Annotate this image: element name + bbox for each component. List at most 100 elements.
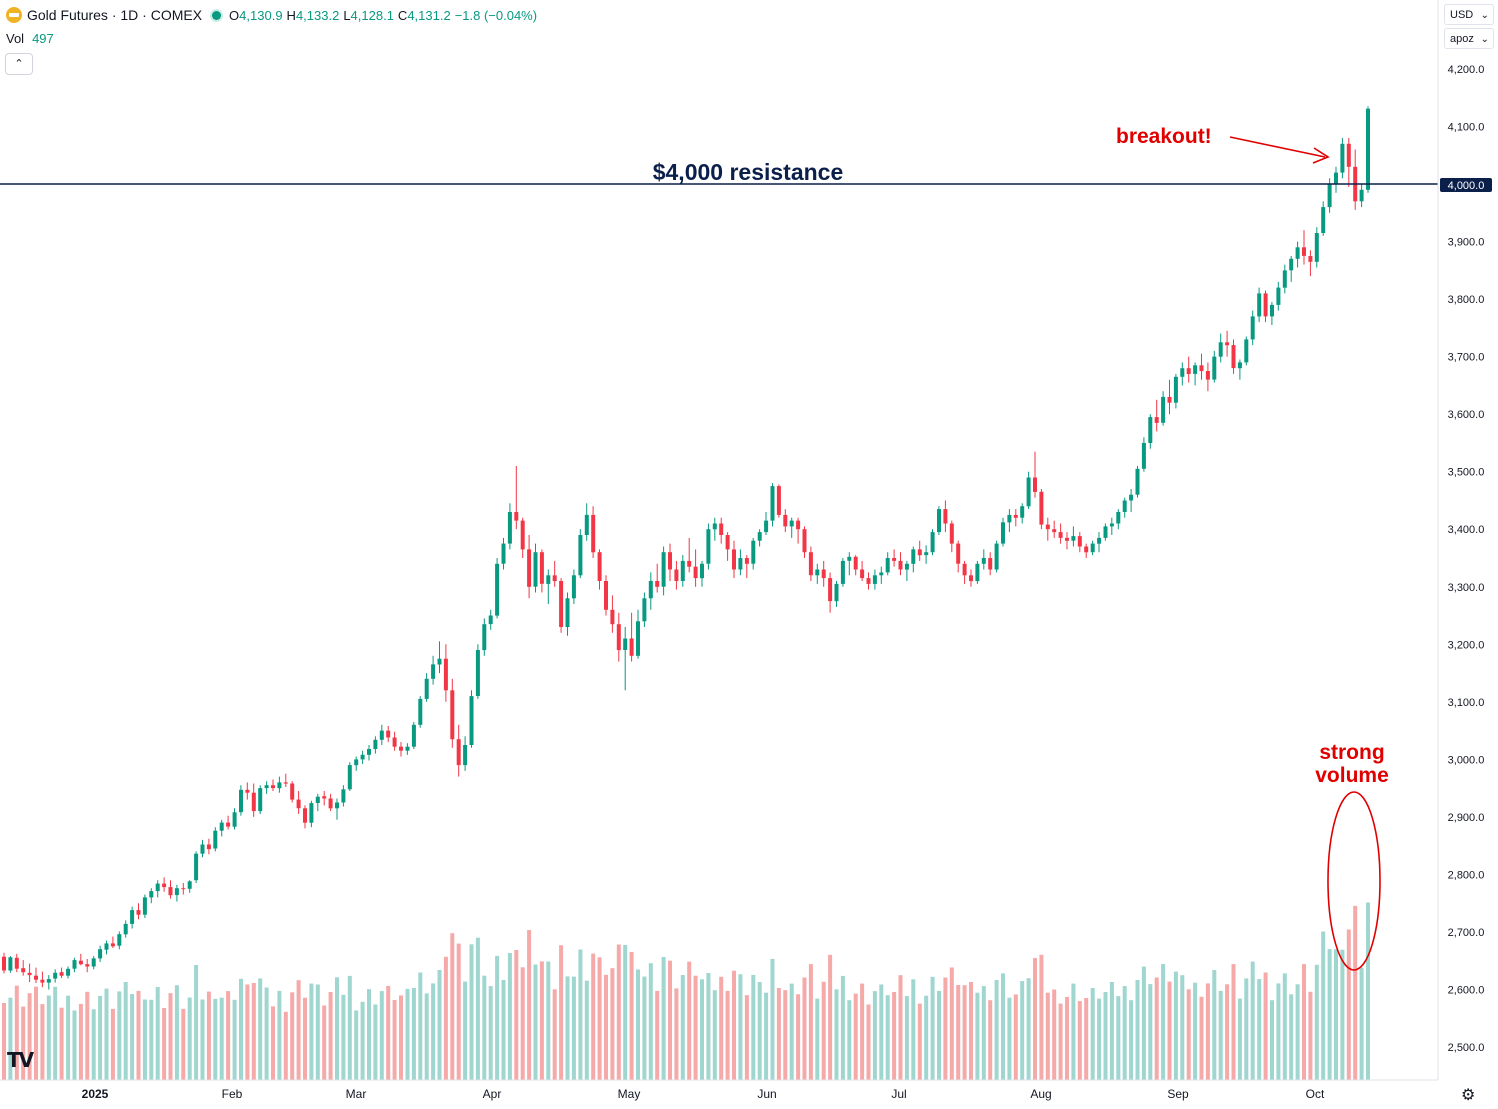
- volume-bar: [1065, 997, 1069, 1080]
- volume-bar: [418, 972, 423, 1080]
- volume-bar: [1001, 973, 1005, 1080]
- time-tick-label: Aug: [1030, 1087, 1051, 1101]
- volume-bar: [53, 986, 58, 1080]
- candle-body: [1276, 287, 1281, 305]
- candle-body: [738, 558, 743, 570]
- volume-bar: [892, 992, 897, 1080]
- volume-bar: [245, 984, 250, 1080]
- volume-bar: [360, 1001, 365, 1080]
- price-tick-label: 2,500.0: [1448, 1042, 1485, 1054]
- price-tick-label: 3,500.0: [1448, 467, 1485, 479]
- candle-body: [520, 520, 525, 550]
- volume-bar: [1173, 971, 1178, 1080]
- volume-bar: [815, 998, 820, 1080]
- currency-selector[interactable]: USD ⌄: [1444, 4, 1494, 25]
- candle-body: [40, 979, 45, 983]
- candle-body: [424, 678, 429, 699]
- candle-body: [277, 782, 282, 789]
- candle-body: [751, 540, 756, 564]
- candle-body: [712, 523, 717, 530]
- candle-body: [840, 560, 845, 584]
- settings-gear-icon[interactable]: ⚙: [1461, 1087, 1476, 1104]
- volume-bar: [168, 993, 173, 1080]
- candle-body: [604, 581, 608, 610]
- candle-body: [1122, 500, 1127, 512]
- price-tick-label: 4,100.0: [1448, 122, 1485, 134]
- volume-bar: [552, 989, 557, 1080]
- candle-body: [866, 578, 871, 584]
- price-tick-label: 3,800.0: [1448, 294, 1485, 306]
- candle-body: [770, 486, 775, 521]
- unit-selector[interactable]: apoz ⌄: [1444, 28, 1494, 49]
- candle-body: [399, 746, 403, 751]
- volume-bar: [335, 977, 339, 1080]
- candle-body: [315, 796, 320, 803]
- volume-bar: [610, 968, 615, 1080]
- volume-bar: [546, 961, 551, 1080]
- volume-bars: [2, 902, 1370, 1080]
- candlesticks: [2, 106, 1370, 990]
- candle-body: [1161, 396, 1166, 423]
- volume-bar: [271, 1006, 275, 1080]
- volume-bar: [1314, 964, 1319, 1080]
- candle-body: [1263, 293, 1268, 317]
- volume-bar: [1276, 983, 1281, 1080]
- tradingview-logo-icon[interactable]: TV: [7, 1048, 34, 1072]
- volume-bar: [328, 992, 333, 1080]
- candle-body: [411, 724, 416, 747]
- breakout-label: breakout!: [1116, 125, 1212, 148]
- resistance-price-marker: [1440, 178, 1492, 192]
- candle-body: [725, 535, 730, 550]
- candle-body: [988, 558, 993, 570]
- price-axis[interactable]: 4,200.0 4,100.0 3,900.0 3,800.0 3,700.0 3,600…: [1448, 64, 1485, 1054]
- volume-bar: [277, 990, 282, 1080]
- volume-bar: [187, 997, 192, 1080]
- volume-bar: [162, 1008, 167, 1080]
- price-tick-label: 2,600.0: [1448, 985, 1485, 997]
- candle-body: [821, 569, 826, 579]
- volume-bar: [584, 980, 589, 1080]
- volume-bar: [751, 975, 756, 1080]
- candle-body: [1340, 143, 1345, 173]
- volume-bar: [1084, 998, 1089, 1080]
- volume-bar: [597, 957, 602, 1080]
- candle-body: [962, 563, 967, 576]
- candle-body: [66, 968, 71, 976]
- candle-body: [687, 560, 692, 567]
- candle-body: [200, 844, 205, 854]
- time-axis[interactable]: 2025 Feb Mar Apr May Jun Jul Aug Sep Oct: [82, 1087, 1325, 1101]
- candle-body: [949, 523, 954, 544]
- volume-bar: [732, 970, 736, 1080]
- volume-bar: [507, 953, 512, 1080]
- volume-bar: [943, 977, 948, 1080]
- price-tick-label: 3,400.0: [1448, 524, 1485, 536]
- volume-bar: [898, 975, 903, 1080]
- chevron-down-icon: ⌄: [1480, 10, 1489, 21]
- candle-body: [456, 739, 461, 766]
- volume-bar: [40, 1004, 45, 1080]
- volume-bar: [930, 976, 935, 1080]
- candle-body: [584, 514, 589, 535]
- volume-bar: [1058, 1003, 1063, 1080]
- volume-bar: [322, 1005, 327, 1080]
- volume-bar: [719, 976, 724, 1080]
- volume-bar: [367, 989, 371, 1080]
- candle-body: [571, 575, 576, 599]
- candle-body: [1052, 529, 1057, 533]
- candle-body: [1231, 345, 1236, 369]
- candle-body: [1295, 247, 1300, 259]
- volume-bar: [405, 988, 410, 1080]
- volume-bar: [239, 978, 243, 1080]
- volume-bar: [431, 983, 436, 1080]
- candle-body: [59, 972, 64, 976]
- candle-body: [123, 923, 128, 935]
- volume-bar: [1071, 983, 1076, 1080]
- volume-bar: [1231, 964, 1236, 1080]
- volume-bar: [776, 988, 781, 1080]
- collapse-legend-button[interactable]: ⌃: [5, 53, 33, 75]
- volume-bar: [1199, 996, 1204, 1080]
- volume-bar: [1359, 967, 1364, 1080]
- candle-body: [507, 512, 512, 544]
- symbol-title[interactable]: Gold Futures · 1D · COMEX: [27, 7, 203, 23]
